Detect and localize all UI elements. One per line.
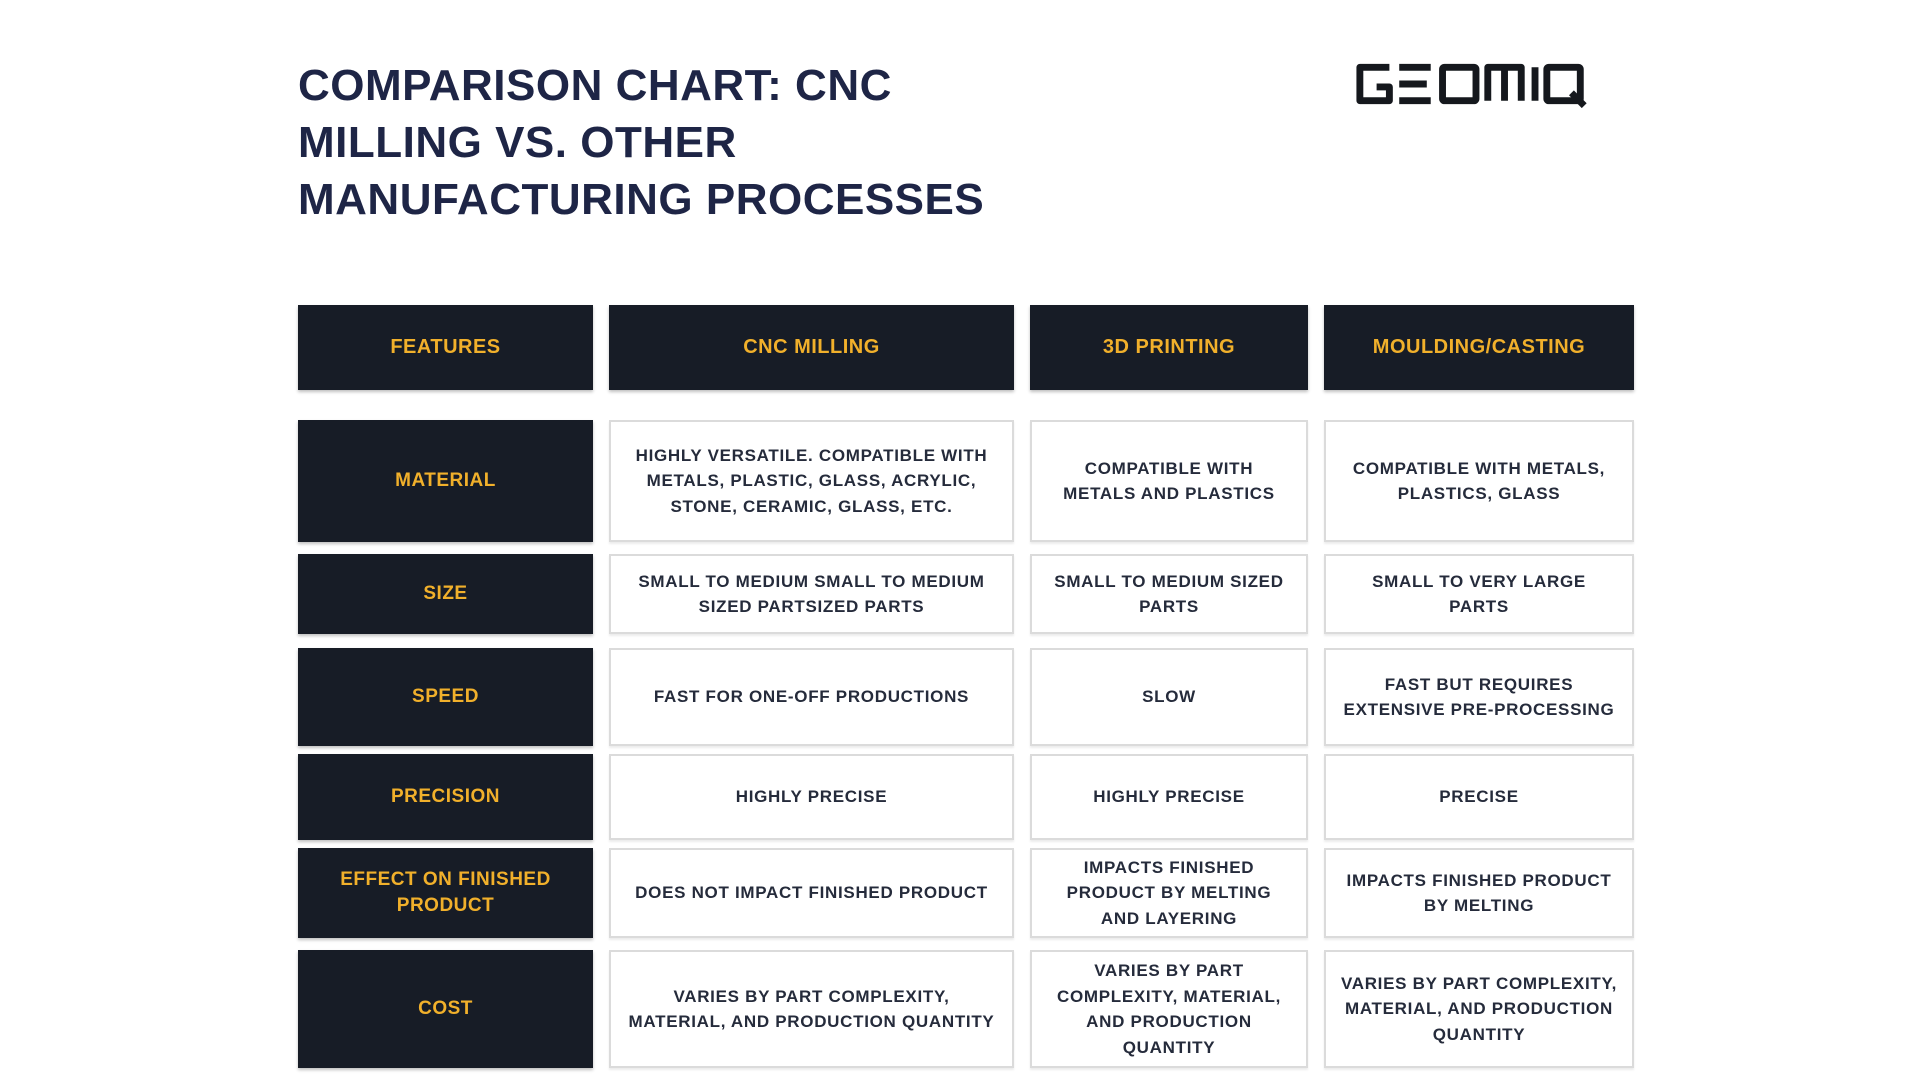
value-cell: VARIES BY PART COMPLEXITY, MATERIAL, AND…: [1324, 950, 1634, 1068]
feature-label-cell: EFFECT ON FINISHED PRODUCT: [298, 848, 593, 938]
value-cell: HIGHLY VERSATILE. COMPATIBLE WITH METALS…: [609, 420, 1014, 542]
table-row-speed: SPEED FAST FOR ONE-OFF PRODUCTIONS SLOW …: [298, 648, 1634, 746]
value-cell: FAST BUT REQUIRES EXTENSIVE PRE-PROCESSI…: [1324, 648, 1634, 746]
value-cell: SLOW: [1030, 648, 1308, 746]
feature-label-cell: PRECISION: [298, 754, 593, 840]
table-row-size: SIZE SMALL TO MEDIUM SMALL TO MEDIUM SIZ…: [298, 554, 1634, 634]
table-row-precision: PRECISION HIGHLY PRECISE HIGHLY PRECISE …: [298, 754, 1634, 840]
feature-label-cell: MATERIAL: [298, 420, 593, 542]
table-row-cost: COST VARIES BY PART COMPLEXITY, MATERIAL…: [298, 950, 1634, 1068]
value-cell: VARIES BY PART COMPLEXITY, MATERIAL, AND…: [609, 950, 1014, 1068]
value-cell: VARIES BY PART COMPLEXITY, MATERIAL, AND…: [1030, 950, 1308, 1068]
header-cell-3d-printing: 3D PRINTING: [1030, 305, 1308, 390]
value-cell: IMPACTS FINISHED PRODUCT BY MELTING: [1324, 848, 1634, 938]
table-row-effect-on-finished-product: EFFECT ON FINISHED PRODUCT DOES NOT IMPA…: [298, 848, 1634, 938]
header-cell-cnc-milling: CNC MILLING: [609, 305, 1014, 390]
value-cell: FAST FOR ONE-OFF PRODUCTIONS: [609, 648, 1014, 746]
feature-label-cell: COST: [298, 950, 593, 1068]
header-cell-moulding: MOULDING/CASTING: [1324, 305, 1634, 390]
geomiq-logo-icon: [1356, 63, 1587, 108]
value-cell: HIGHLY PRECISE: [609, 754, 1014, 840]
value-cell: HIGHLY PRECISE: [1030, 754, 1308, 840]
value-cell: PRECISE: [1324, 754, 1634, 840]
value-cell: SMALL TO VERY LARGE PARTS: [1324, 554, 1634, 634]
value-cell: DOES NOT IMPACT FINISHED PRODUCT: [609, 848, 1014, 938]
geomiq-logo: [1352, 60, 1598, 108]
value-cell: COMPATIBLE WITH METALS, PLASTICS, GLASS: [1324, 420, 1634, 542]
value-cell: COMPATIBLE WITH METALS AND PLASTICS: [1030, 420, 1308, 542]
value-cell: IMPACTS FINISHED PRODUCT BY MELTING AND …: [1030, 848, 1308, 938]
feature-label-cell: SPEED: [298, 648, 593, 746]
value-cell: SMALL TO MEDIUM SIZED PARTS: [1030, 554, 1308, 634]
header-cell-features: FEATURES: [298, 305, 593, 390]
value-cell: SMALL TO MEDIUM SMALL TO MEDIUM SIZED PA…: [609, 554, 1014, 634]
feature-label-cell: SIZE: [298, 554, 593, 634]
comparison-table: FEATURES CNC MILLING 3D PRINTING MOULDIN…: [298, 305, 1634, 1068]
table-row-material: MATERIAL HIGHLY VERSATILE. COMPATIBLE WI…: [298, 420, 1634, 542]
page-title: COMPARISON CHART: CNC MILLING VS. OTHER …: [298, 61, 985, 225]
header-row: FEATURES CNC MILLING 3D PRINTING MOULDIN…: [298, 305, 1634, 390]
